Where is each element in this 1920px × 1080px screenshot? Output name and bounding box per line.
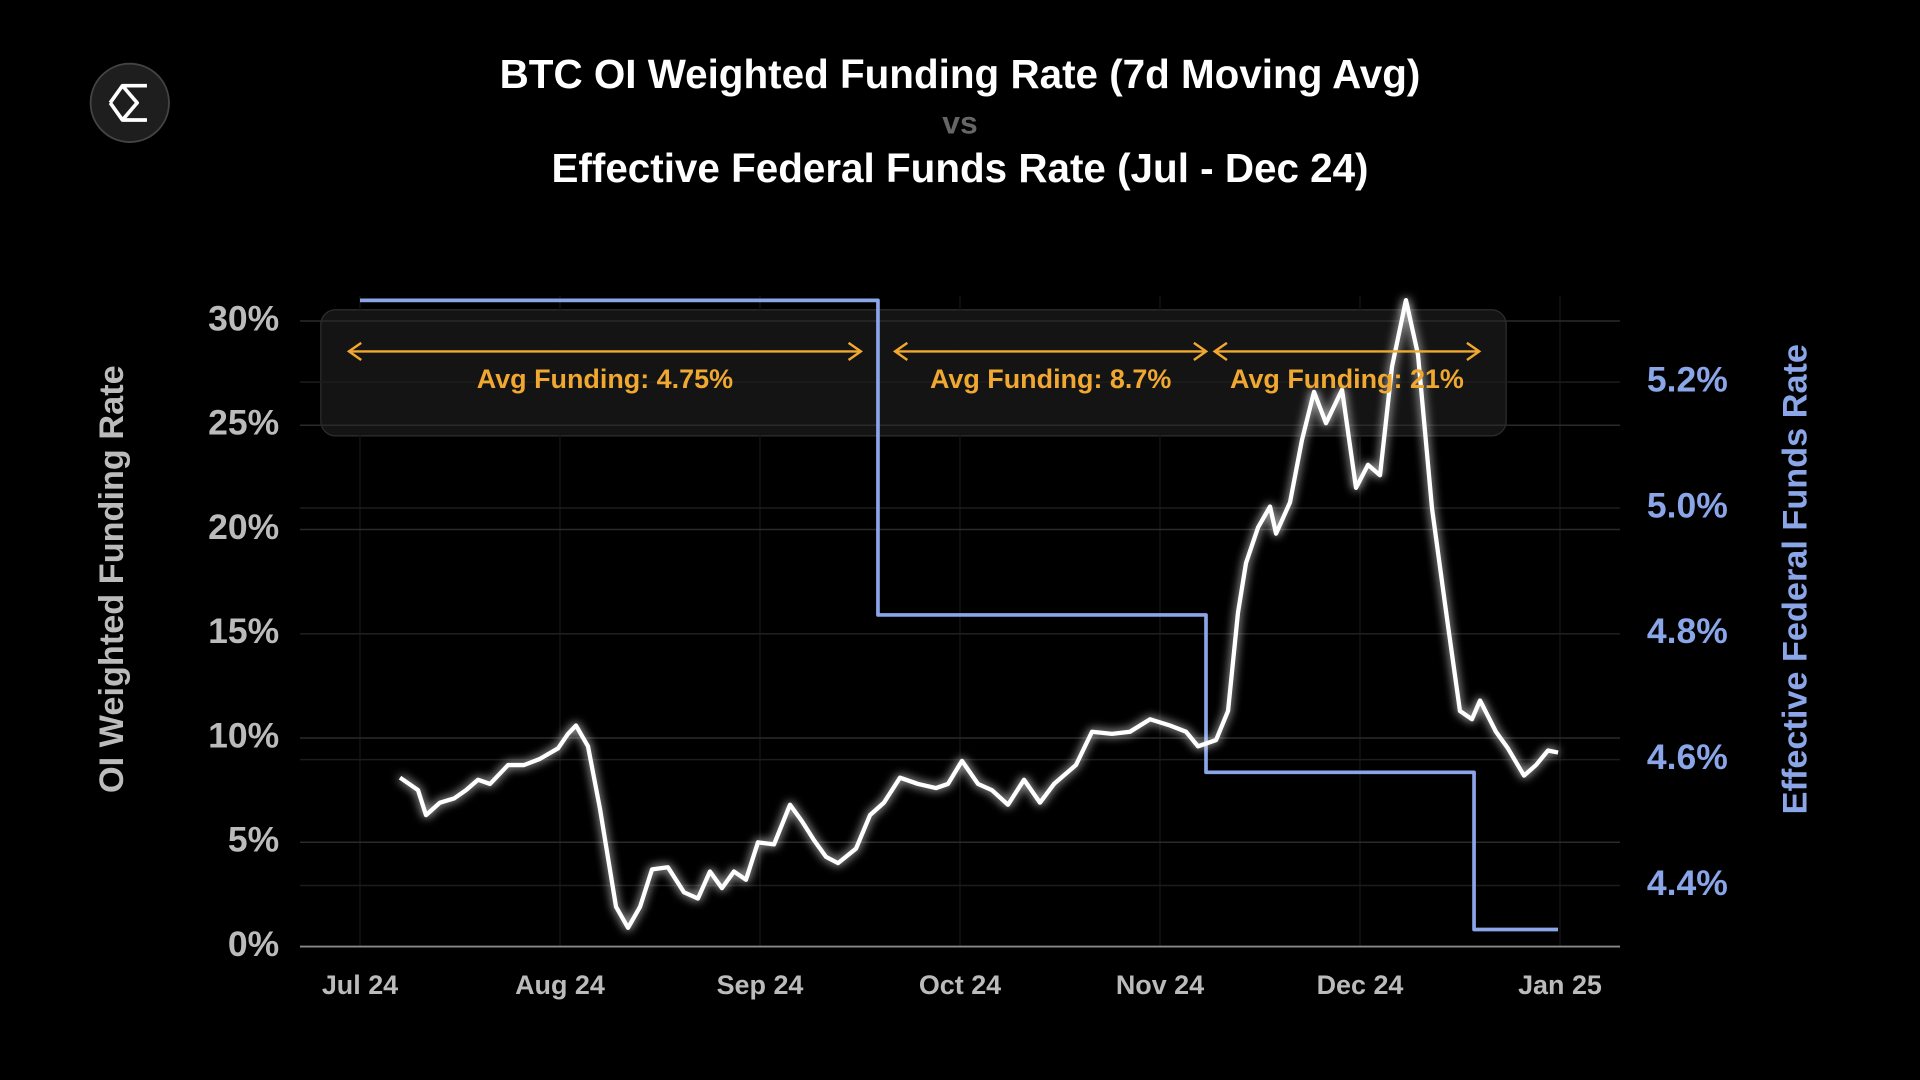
arrow-head [1193,341,1209,362]
x-tick-label: Jan 25 [1518,970,1602,1000]
annotation: Avg Funding: 8.7% [892,341,1209,394]
x-tick-label: Dec 24 [1317,970,1404,1000]
annotation-label: Avg Funding: 4.75% [477,364,733,394]
arrow-head [346,341,362,362]
chart-title-separator: vs [942,104,977,140]
y-tick-label: 0% [228,924,279,964]
y-tick-label: 15% [208,611,279,651]
y-tick-label: 25% [208,403,279,443]
x-tick-label: Jul 24 [322,970,398,1000]
x-tick-label: Sep 24 [717,970,804,1000]
y-axis-label: OI Weighted Funding Rate [93,365,131,793]
y2-tick-label: 5.2% [1647,360,1728,400]
x-tick-label: Oct 24 [919,970,1001,1000]
arrow-head [892,341,909,362]
arrow-head [1466,341,1482,362]
y-tick-label: 10% [208,715,279,755]
chart-title: BTC OI Weighted Funding Rate (7d Moving … [500,51,1421,97]
y2-tick-label: 5.0% [1647,485,1728,525]
annotation-label: Avg Funding: 8.7% [930,364,1171,394]
y-tick-label: 5% [228,820,279,860]
annotation: Avg Funding: 4.75% [346,341,863,394]
y2-tick-label: 4.6% [1647,737,1728,777]
arrow-head [847,341,863,362]
x-tick-label: Nov 24 [1116,970,1204,1000]
y-tick-label: 30% [208,298,279,338]
y2-axis-label: Effective Federal Funds Rate [1777,344,1815,814]
annotation: Avg Funding: 21% [1212,341,1482,394]
annotation-box [320,309,1507,437]
data-line [360,298,1559,932]
grid [300,295,1620,948]
y-tick-label: 20% [208,507,279,547]
data-line [398,297,1559,930]
arrow-head [1212,341,1228,362]
y2-tick-label: 4.4% [1647,863,1728,903]
logo [89,62,170,143]
x-tick-label: Aug 24 [515,970,605,1000]
annotation-label: Avg Funding: 21% [1230,364,1464,394]
y2-tick-label: 4.8% [1647,611,1728,651]
chart-subtitle: Effective Federal Funds Rate (Jul - Dec … [551,145,1368,191]
